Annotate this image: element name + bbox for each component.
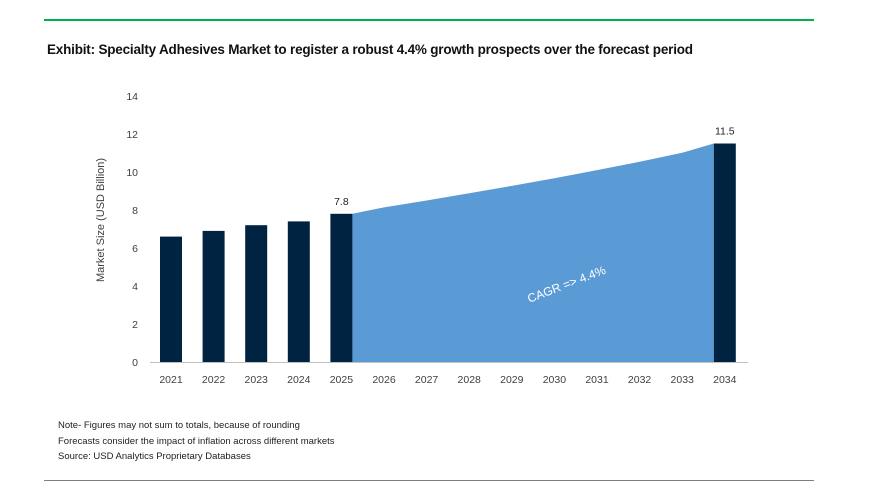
x-tick-label: 2023 <box>245 374 269 386</box>
bar-2024 <box>287 221 310 362</box>
x-tick-label: 2031 <box>585 374 609 386</box>
x-tick-label: 2029 <box>500 374 524 386</box>
x-tick-label: 2030 <box>543 374 567 386</box>
x-tick-label: 2027 <box>415 374 439 386</box>
y-tick-label: 0 <box>132 357 138 369</box>
notes: Note- Figures may not sum to totals, bec… <box>58 418 335 465</box>
x-tick-label: 2026 <box>372 374 396 386</box>
x-tick-label: 2022 <box>202 374 226 386</box>
bar-2022 <box>202 230 225 362</box>
y-axis-title: Market Size (USD Billion) <box>95 158 107 282</box>
bottom-divider <box>44 480 814 481</box>
note-source: Source: USD Analytics Proprietary Databa… <box>58 451 251 462</box>
x-tick-label: 2033 <box>671 374 695 386</box>
exhibit-title: Exhibit: Specialty Adhesives Market to r… <box>47 42 693 57</box>
bar-2021 <box>160 236 182 362</box>
x-tick-label: 2021 <box>159 374 183 386</box>
bar-2023 <box>245 225 268 362</box>
forecast-area <box>352 143 714 362</box>
x-tick-label: 2034 <box>713 374 737 386</box>
y-tick-label: 10 <box>126 167 138 179</box>
data-label-2025: 7.8 <box>334 196 349 208</box>
y-tick-label: 12 <box>126 129 138 141</box>
bar-2034 <box>713 143 736 362</box>
note-inflation: Forecasts consider the impact of inflati… <box>58 435 335 447</box>
y-tick-label: 4 <box>132 281 138 293</box>
x-tick-label: 2028 <box>458 374 482 386</box>
data-label-2034: 11.5 <box>715 126 735 138</box>
y-tick-label: 14 <box>126 91 138 103</box>
note-rounding: Note- Figures may not sum to totals, bec… <box>58 420 300 431</box>
y-tick-label: 2 <box>132 319 138 331</box>
y-tick-label: 8 <box>132 205 138 217</box>
x-tick-label: 2024 <box>287 374 311 386</box>
bar-2025 <box>330 213 353 362</box>
y-tick-label: 6 <box>132 243 138 255</box>
top-accent-line <box>44 19 814 21</box>
x-tick-label: 2032 <box>628 374 652 386</box>
x-tick-label: 2025 <box>330 374 354 386</box>
